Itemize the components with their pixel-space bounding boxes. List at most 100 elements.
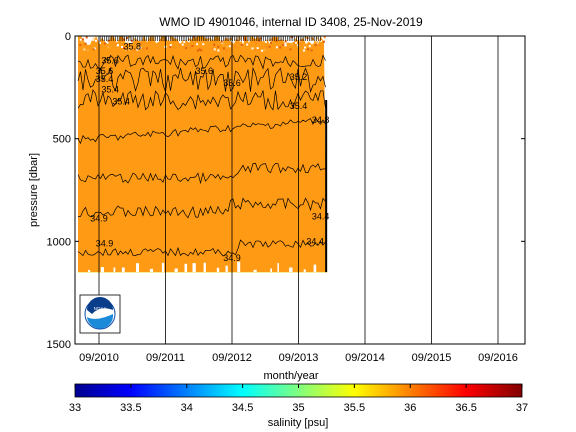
surface-speckle — [293, 42, 296, 45]
surface-speckle — [139, 41, 142, 44]
colorbar-tick-label: 37 — [516, 402, 528, 414]
surface-speckle — [226, 45, 229, 48]
contour-label: 35.8 — [124, 41, 142, 51]
surface-speckle — [79, 44, 82, 47]
x-tick-label: 09/2013 — [279, 352, 319, 364]
salinity-bands — [78, 36, 328, 273]
colorbar-tick-label: 36 — [404, 402, 416, 414]
surface-speckle — [258, 39, 261, 42]
surface-speckle — [92, 38, 95, 41]
surface-speckle — [82, 47, 85, 50]
surface-speckle — [92, 48, 95, 51]
surface-speckle — [126, 37, 129, 39]
surface-speckle — [222, 43, 225, 46]
surface-speckle — [124, 49, 127, 52]
surface-speckle — [184, 36, 187, 39]
noaa-logo-text: NOAA — [94, 306, 107, 311]
surface-speckle — [114, 42, 117, 45]
contour-label: 35.4 — [112, 97, 130, 107]
y-tick-label: 1500 — [47, 339, 71, 351]
missing-data-gap — [216, 267, 220, 273]
surface-speckle — [297, 37, 299, 40]
y-axis: 0 500 1000 1500 — [47, 31, 525, 351]
surface-speckle — [240, 44, 243, 46]
surface-speckle — [103, 42, 106, 45]
surface-speckle — [279, 46, 282, 49]
contour-label: 35.6 — [196, 66, 214, 76]
salinity-contours — [77, 54, 328, 273]
contour-label: 34.9 — [223, 253, 241, 263]
surface-speckle — [268, 45, 271, 48]
missing-data-gap — [100, 267, 104, 273]
surface-speckle — [323, 36, 326, 39]
surface-speckle — [198, 48, 201, 51]
surface-speckle — [213, 43, 216, 46]
surface-speckle — [246, 43, 249, 46]
missing-data-gap — [174, 268, 178, 273]
surface-speckle — [323, 40, 325, 43]
missing-data-gap — [270, 268, 272, 273]
surface-speckle — [169, 44, 172, 47]
surface-speckle — [307, 48, 310, 51]
contour-line — [77, 197, 326, 219]
y-tick-label: 0 — [65, 31, 71, 43]
surface-speckle — [304, 46, 307, 49]
colorbar-tick-label: 33 — [69, 402, 81, 414]
contour-label: 34.4 — [312, 212, 330, 222]
surface-speckle — [243, 36, 246, 38]
contour-label: 35.4 — [101, 84, 119, 94]
surface-speckle — [185, 47, 188, 49]
x-tick-label: 09/2011 — [146, 352, 185, 364]
colorbar-label: salinity [psu] — [268, 417, 329, 429]
surface-speckle — [261, 49, 264, 52]
surface-speckle — [93, 36, 96, 39]
contour-label: 34.9 — [90, 214, 108, 224]
x-tick-label: 09/2012 — [212, 352, 252, 364]
surface-speckle — [136, 46, 139, 49]
surface-speckle — [136, 48, 139, 51]
surface-speckle — [221, 40, 223, 43]
surface-speckle — [196, 49, 199, 52]
surface-speckle — [163, 40, 166, 43]
x-tick-label: 09/2014 — [345, 352, 385, 364]
missing-data-gap — [113, 267, 116, 273]
surface-speckle — [254, 49, 257, 51]
missing-data-gap — [277, 263, 279, 273]
contour-label: 34.8 — [312, 115, 330, 125]
surface-speckle — [314, 44, 317, 47]
surface-speckle — [251, 47, 254, 50]
contour-label: 35.4 — [96, 74, 114, 84]
missing-data-gap — [184, 263, 188, 273]
surface-speckle — [121, 46, 123, 48]
surface-speckle — [165, 44, 168, 47]
surface-speckle — [126, 39, 129, 42]
surface-speckle — [259, 37, 262, 40]
surface-speckle — [80, 40, 83, 43]
missing-data-gap — [121, 267, 125, 273]
contour-line — [77, 89, 326, 111]
surface-speckle — [86, 49, 89, 52]
surface-speckle — [313, 40, 316, 43]
contour-label: 35.6 — [96, 66, 114, 76]
colorbar-tick-label: 34.5 — [232, 402, 253, 414]
surface-speckle — [296, 46, 299, 48]
contour-line — [77, 117, 326, 145]
chart-title: WMO ID 4901046, internal ID 3408, 25-Nov… — [159, 15, 423, 29]
surface-speckle — [213, 48, 216, 51]
surface-speckle — [299, 42, 302, 45]
surface-speckle — [284, 40, 287, 43]
contour-line — [77, 162, 326, 185]
surface-speckle — [181, 43, 184, 46]
x-tick-label: 09/2010 — [79, 352, 119, 364]
surface-speckle — [284, 44, 287, 47]
colorbar-tick-label: 34 — [181, 402, 193, 414]
surface-speckle — [232, 38, 234, 40]
surface-speckle — [263, 48, 266, 51]
surface-speckle — [117, 37, 120, 40]
salinity-band — [78, 36, 327, 273]
missing-data-gap — [88, 269, 91, 273]
surface-speckle — [257, 48, 260, 51]
surface-speckle — [318, 44, 321, 47]
missing-data-gap — [303, 269, 306, 273]
